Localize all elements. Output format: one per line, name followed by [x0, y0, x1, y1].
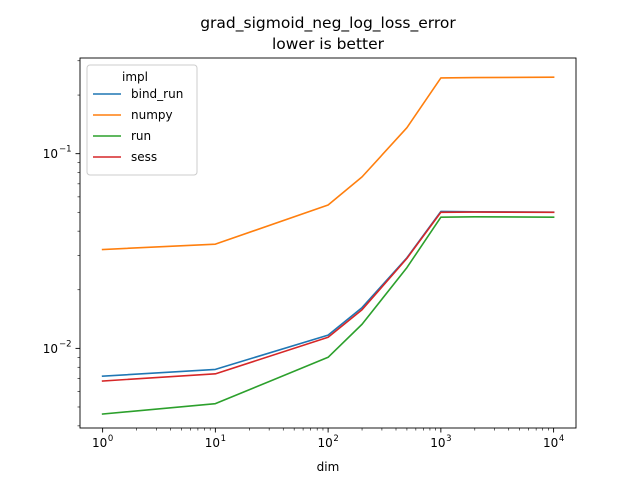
x-tick-label: 10	[543, 436, 558, 450]
x-axis-label: dim	[317, 460, 340, 474]
series-line-run	[101, 216, 555, 415]
x-tick-exponent: 3	[446, 434, 451, 444]
x-tick-exponent: 0	[108, 434, 113, 444]
axes: 10 0 10 1 10 2 10 3 10 410 −210 −1	[43, 57, 577, 450]
chart-title: grad_sigmoid_neg_log_loss_error	[200, 14, 456, 33]
y-tick-exponent: −2	[59, 339, 72, 349]
legend-box	[86, 64, 198, 176]
x-tick-exponent: 1	[221, 434, 226, 444]
x-tick-label: 10	[430, 436, 445, 450]
x-tick-exponent: 2	[333, 434, 338, 444]
chart-subtitle: lower is better	[272, 35, 385, 53]
y-tick-label: 10	[43, 342, 58, 356]
x-tick-label: 10	[205, 436, 220, 450]
y-tick-exponent: −1	[59, 145, 72, 155]
legend-label-sess: sess	[131, 150, 157, 164]
legend-label-bind_run: bind_run	[131, 87, 183, 101]
y-tick-label: 10	[43, 147, 58, 161]
series-line-sess	[101, 211, 555, 382]
series-line-bind_run	[101, 210, 555, 378]
x-tick-label: 10	[317, 436, 332, 450]
x-tick-exponent: 4	[559, 434, 564, 444]
legend-label-numpy: numpy	[131, 108, 173, 122]
series-line-numpy	[101, 76, 555, 251]
x-tick-label: 10	[92, 436, 107, 450]
legend-title: impl	[122, 70, 148, 84]
plot-lines	[101, 76, 555, 415]
legend-label-run: run	[131, 129, 151, 143]
